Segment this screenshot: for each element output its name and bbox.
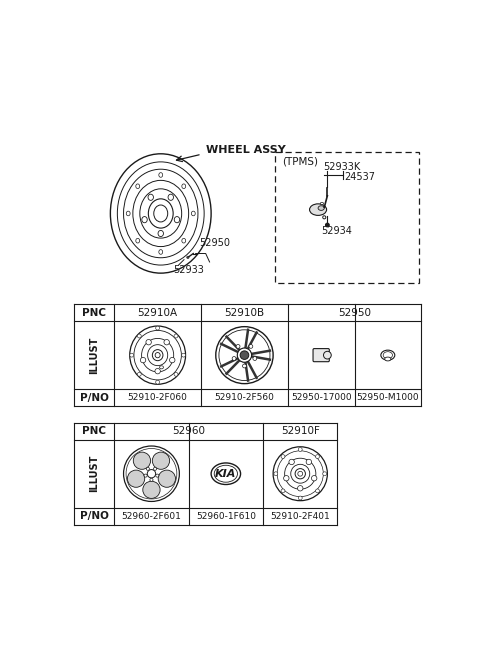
Ellipse shape [281,489,285,493]
Text: 52950-M1000: 52950-M1000 [357,393,419,402]
Text: 52910-2F060: 52910-2F060 [128,393,188,402]
Ellipse shape [164,340,169,345]
Ellipse shape [137,334,141,338]
Ellipse shape [158,470,176,487]
Ellipse shape [174,334,178,338]
Ellipse shape [143,482,160,499]
Text: 52934: 52934 [321,226,352,236]
Ellipse shape [147,470,156,478]
Ellipse shape [289,459,294,464]
FancyBboxPatch shape [313,348,329,361]
Ellipse shape [240,351,249,359]
Text: 52910-2F401: 52910-2F401 [270,512,330,521]
Ellipse shape [236,344,240,348]
Ellipse shape [323,216,326,219]
Ellipse shape [298,447,302,451]
Ellipse shape [159,250,163,255]
Ellipse shape [284,476,289,481]
Text: 52960: 52960 [172,426,205,436]
Text: WHEEL ASSY: WHEEL ASSY [206,146,286,155]
Ellipse shape [192,211,195,216]
Ellipse shape [323,472,326,476]
Text: 52950: 52950 [200,239,230,249]
Text: 52910A: 52910A [138,308,178,318]
Ellipse shape [159,366,164,369]
Ellipse shape [240,351,249,359]
Text: 52950-17000: 52950-17000 [291,393,351,402]
Ellipse shape [310,204,326,215]
Ellipse shape [182,238,186,243]
Ellipse shape [321,202,324,205]
Ellipse shape [315,455,320,459]
Ellipse shape [130,353,133,357]
Text: P/NO: P/NO [80,511,108,521]
Text: PNC: PNC [82,426,106,436]
Text: KIA: KIA [215,469,237,479]
Ellipse shape [381,350,395,360]
Ellipse shape [237,348,252,362]
Text: 52960-1F610: 52960-1F610 [196,512,256,521]
Ellipse shape [156,380,159,384]
Text: 52960-2F601: 52960-2F601 [121,512,181,521]
Ellipse shape [315,489,320,493]
Ellipse shape [154,467,156,470]
Text: (TPMS): (TPMS) [282,156,318,166]
Ellipse shape [181,353,186,357]
Ellipse shape [156,326,159,330]
Ellipse shape [136,184,140,188]
Text: 24537: 24537 [345,171,375,182]
Ellipse shape [312,476,317,481]
Ellipse shape [174,216,180,223]
Text: ILLUST: ILLUST [89,455,99,493]
Ellipse shape [126,211,130,216]
Ellipse shape [142,216,147,223]
Ellipse shape [136,238,140,243]
Ellipse shape [249,344,253,348]
Ellipse shape [159,173,163,177]
Ellipse shape [325,223,329,227]
Text: ILLUST: ILLUST [89,337,99,374]
Ellipse shape [318,206,324,211]
Ellipse shape [169,358,175,363]
Ellipse shape [146,340,151,345]
Text: PNC: PNC [82,308,106,318]
Text: 52950: 52950 [338,308,371,318]
Ellipse shape [306,459,312,464]
Ellipse shape [137,373,141,376]
Ellipse shape [150,478,153,482]
Ellipse shape [144,474,147,477]
Ellipse shape [274,472,278,476]
Ellipse shape [383,352,393,359]
Ellipse shape [174,373,178,376]
Ellipse shape [156,474,159,477]
Ellipse shape [253,357,257,360]
Text: 52910F: 52910F [281,426,320,436]
Ellipse shape [148,194,154,200]
Ellipse shape [281,455,285,459]
Ellipse shape [168,194,173,200]
Text: 52933: 52933 [173,264,204,275]
Text: 52910-2F560: 52910-2F560 [215,393,275,402]
Ellipse shape [298,496,302,500]
Ellipse shape [155,369,160,374]
Text: 52910B: 52910B [224,308,264,318]
Ellipse shape [146,467,149,470]
Ellipse shape [182,184,186,188]
Text: 52933K: 52933K [324,162,361,173]
Ellipse shape [133,452,151,469]
Ellipse shape [324,352,331,359]
Ellipse shape [152,452,169,469]
Ellipse shape [127,470,144,487]
Ellipse shape [385,357,391,361]
Ellipse shape [232,357,236,360]
Ellipse shape [158,230,164,237]
Ellipse shape [140,358,146,363]
Ellipse shape [298,485,303,491]
Text: P/NO: P/NO [80,392,108,403]
Ellipse shape [242,364,246,368]
